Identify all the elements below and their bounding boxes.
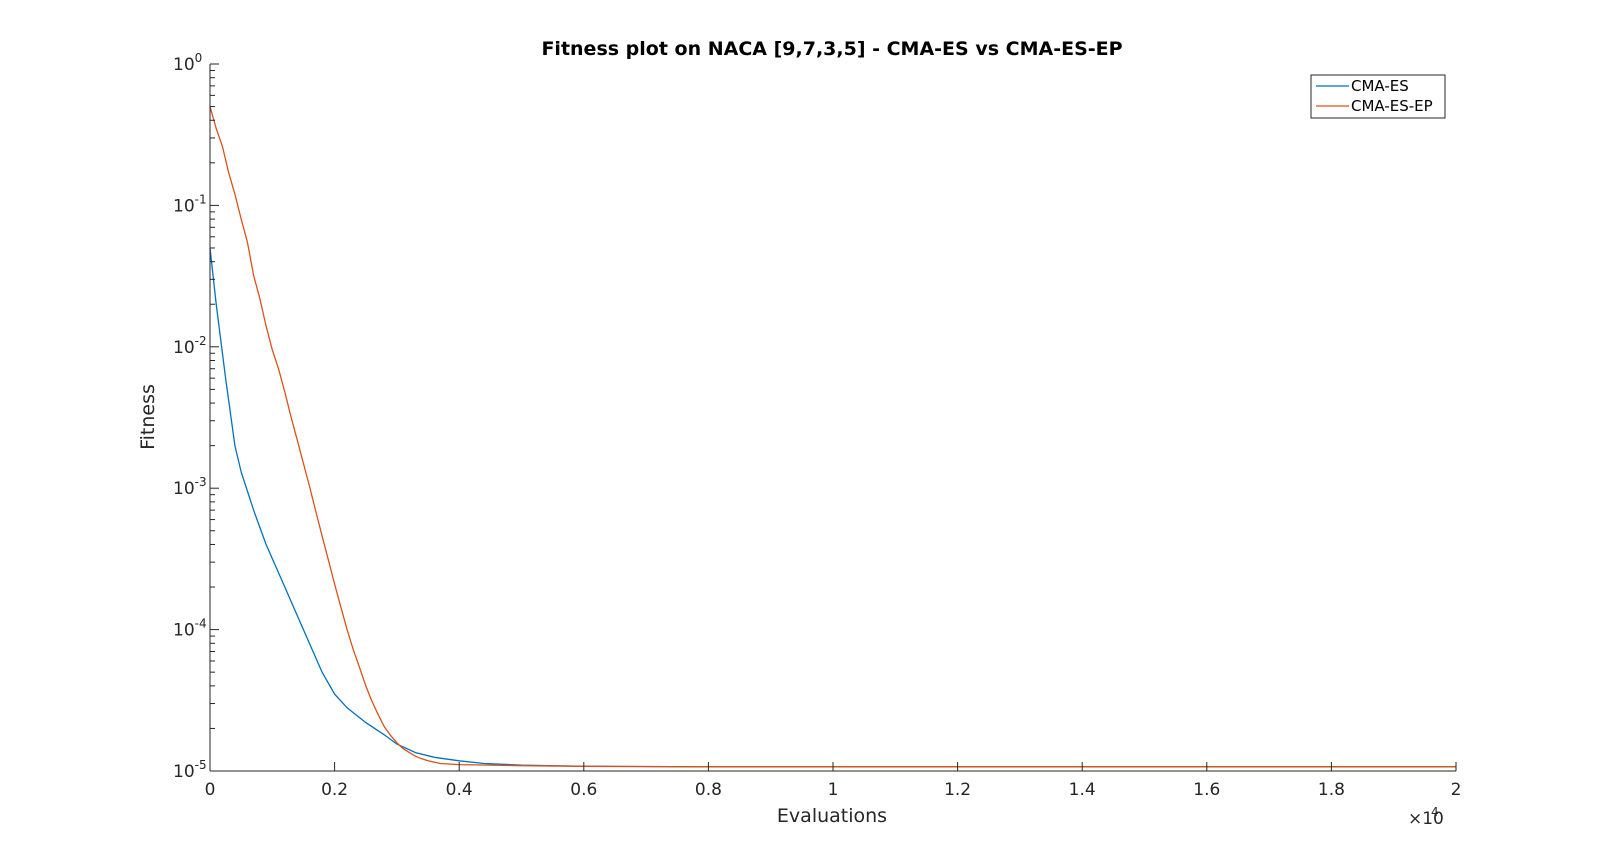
x-tick-label: 0.6 — [570, 780, 597, 800]
x-tick-label: 1.6 — [1193, 780, 1220, 800]
x-tick-label: 1.2 — [944, 780, 971, 800]
x-exponent-base: ×10 — [1408, 809, 1444, 829]
chart-title: Fitness plot on NACA [9,7,3,5] - CMA-ES … — [541, 38, 1122, 60]
x-tick-label: 1 — [828, 780, 839, 800]
y-tick-label: 10-5 — [173, 758, 207, 782]
legend-box — [1310, 74, 1446, 119]
y-tick-label: 10-1 — [173, 192, 207, 216]
series-line-1 — [209, 106, 1456, 768]
x-tick-label: 1.4 — [1069, 780, 1096, 800]
x-exponent-power: 4 — [1431, 805, 1439, 819]
x-tick-label: 2 — [1451, 780, 1462, 800]
y-tick-label: 10-3 — [173, 475, 207, 499]
y-axis-label: Fitness — [137, 384, 159, 450]
series-line-0 — [209, 247, 1456, 768]
x-exponent-label: ×10 4 — [1408, 805, 1444, 829]
legend-label-0: CMA-ES — [1351, 77, 1409, 95]
x-tick-label: 0 — [205, 780, 216, 800]
legend: CMA-ES CMA-ES-EP — [1310, 74, 1446, 119]
y-tick-label: 10-4 — [173, 617, 207, 641]
plot-area: 0 0.2 0.4 0.6 0.8 1 1.2 1.4 1.6 1.8 2 10-5 10-4 10-3 1… — [173, 51, 1461, 800]
y-tick-label: 10-2 — [173, 334, 207, 358]
x-axis-label: Evaluations — [777, 805, 887, 827]
x-tick-label: 0.2 — [321, 780, 348, 800]
x-tick-label: 1.8 — [1318, 780, 1345, 800]
legend-label-1: CMA-ES-EP — [1351, 97, 1433, 115]
y-tick-label: 100 — [173, 51, 202, 75]
x-tick-label: 0.8 — [695, 780, 722, 800]
x-tick-label: 0.4 — [446, 780, 473, 800]
